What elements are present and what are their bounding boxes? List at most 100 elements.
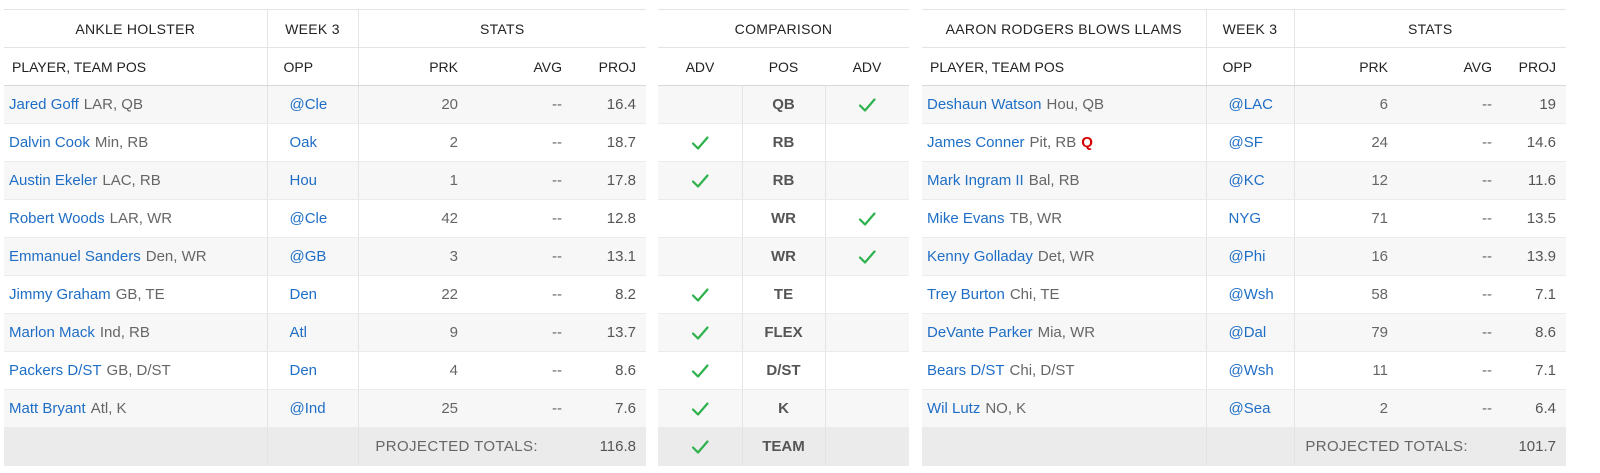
- comparison-row: TEAM: [658, 427, 909, 466]
- player-name-link[interactable]: Deshaun Watson: [927, 96, 1042, 113]
- col-avg-header[interactable]: AVG: [458, 47, 562, 86]
- col-proj-header[interactable]: PROJ: [562, 47, 646, 86]
- position-label: FLEX: [741, 313, 826, 352]
- player-cell: Packers D/ST GB, D/ST: [4, 351, 267, 390]
- left-advantage-cell: [658, 123, 742, 162]
- player-name-link[interactable]: Wil Lutz: [927, 400, 981, 417]
- comparison-row: K: [658, 389, 909, 428]
- player-avg: --: [458, 351, 562, 390]
- week-header: WEEK 3: [1205, 9, 1294, 48]
- totals-spacer: [266, 427, 358, 466]
- col-prk-header[interactable]: PRK: [357, 47, 458, 86]
- opponent-link[interactable]: Den: [266, 275, 358, 314]
- player-team-pos: Bal, RB: [1028, 172, 1080, 189]
- player-row: Jared Goff LAR, QB @Cle 20 -- 16.4: [4, 85, 646, 124]
- left-advantage-cell: [658, 161, 742, 200]
- week-header: WEEK 3: [266, 9, 358, 48]
- player-row: James Conner Pit, RB Q @SF 24 -- 14.6: [922, 123, 1566, 162]
- player-name-link[interactable]: Marlon Mack: [9, 324, 95, 341]
- comparison-header: COMPARISON: [658, 9, 909, 48]
- player-rank: 58: [1293, 275, 1388, 314]
- player-row: Deshaun Watson Hou, QB @LAC 6 -- 19: [922, 85, 1566, 124]
- player-name-link[interactable]: James Conner: [927, 134, 1025, 151]
- player-projection: 13.7: [562, 313, 646, 352]
- player-cell: Dalvin Cook Min, RB: [4, 123, 267, 162]
- player-avg: --: [458, 389, 562, 428]
- check-icon: [857, 209, 877, 229]
- right-advantage-cell: [825, 85, 909, 124]
- player-team-pos: Det, WR: [1037, 248, 1095, 265]
- opponent-link[interactable]: @Phi: [1205, 237, 1294, 276]
- player-avg: --: [1388, 237, 1492, 276]
- opponent-link[interactable]: @SF: [1205, 123, 1294, 162]
- player-name-link[interactable]: Jared Goff: [9, 96, 79, 113]
- opponent-link[interactable]: @GB: [266, 237, 358, 276]
- opponent-link[interactable]: NYG: [1205, 199, 1294, 238]
- col-opp-header[interactable]: OPP: [266, 47, 358, 86]
- player-name-link[interactable]: Austin Ekeler: [9, 172, 98, 189]
- player-projection: 8.2: [562, 275, 646, 314]
- player-projection: 7.1: [1492, 275, 1566, 314]
- col-prk-header[interactable]: PRK: [1293, 47, 1388, 86]
- player-projection: 13.9: [1492, 237, 1566, 276]
- player-team-pos: Mia, WR: [1037, 324, 1096, 341]
- col-opp-header[interactable]: OPP: [1205, 47, 1294, 86]
- player-avg: --: [458, 275, 562, 314]
- right-advantage-cell: [825, 351, 909, 390]
- player-name-link[interactable]: Mark Ingram II: [927, 172, 1024, 189]
- opponent-link[interactable]: @Wsh: [1205, 275, 1294, 314]
- check-icon: [690, 133, 710, 153]
- projected-totals-label: PROJECTED TOTALS:: [1293, 427, 1492, 466]
- player-name-link[interactable]: Emmanuel Sanders: [9, 248, 141, 265]
- player-name-link[interactable]: DeVante Parker: [927, 324, 1033, 341]
- opponent-link[interactable]: Den: [266, 351, 358, 390]
- player-name-link[interactable]: Kenny Golladay: [927, 248, 1033, 265]
- opponent-link[interactable]: @Cle: [266, 85, 358, 124]
- player-name-link[interactable]: Robert Woods: [9, 210, 105, 227]
- col-player-header[interactable]: PLAYER, TEAM POS: [922, 47, 1206, 86]
- col-player-header[interactable]: PLAYER, TEAM POS: [4, 47, 267, 86]
- player-projection: 17.8: [562, 161, 646, 200]
- player-name-link[interactable]: Matt Bryant: [9, 400, 86, 417]
- opponent-link[interactable]: @Wsh: [1205, 351, 1294, 390]
- left-advantage-cell: [658, 275, 742, 314]
- opponent-link[interactable]: @Cle: [266, 199, 358, 238]
- check-icon: [690, 437, 710, 457]
- opponent-link[interactable]: Hou: [266, 161, 358, 200]
- left-team-table: ANKLE HOLSTER WEEK 3 STATS PLAYER, TEAM …: [4, 9, 646, 466]
- player-cell: Mike Evans TB, WR: [922, 199, 1206, 238]
- opponent-link[interactable]: Atl: [266, 313, 358, 352]
- player-avg: --: [1388, 351, 1492, 390]
- col-avg-header[interactable]: AVG: [1388, 47, 1492, 86]
- player-avg: --: [458, 123, 562, 162]
- player-avg: --: [1388, 313, 1492, 352]
- player-avg: --: [458, 85, 562, 124]
- team-name-header: ANKLE HOLSTER: [4, 9, 267, 48]
- player-avg: --: [458, 161, 562, 200]
- player-name-link[interactable]: Bears D/ST: [927, 362, 1005, 379]
- player-projection: 16.4: [562, 85, 646, 124]
- totals-spacer: [1205, 427, 1294, 466]
- player-row: Matt Bryant Atl, K @Ind 25 -- 7.6: [4, 389, 646, 428]
- player-name-link[interactable]: Trey Burton: [927, 286, 1005, 303]
- player-name-link[interactable]: Dalvin Cook: [9, 134, 90, 151]
- opponent-link[interactable]: @Ind: [266, 389, 358, 428]
- player-projection: 7.1: [1492, 351, 1566, 390]
- opponent-link[interactable]: @Dal: [1205, 313, 1294, 352]
- projected-totals-value: 116.8: [562, 427, 646, 466]
- comparison-row: RB: [658, 123, 909, 162]
- player-avg: --: [1388, 123, 1492, 162]
- opponent-link[interactable]: @LAC: [1205, 85, 1294, 124]
- opponent-link[interactable]: @KC: [1205, 161, 1294, 200]
- player-team-pos: Chi, D/ST: [1009, 362, 1075, 379]
- player-row: Mike Evans TB, WR NYG 71 -- 13.5: [922, 199, 1566, 238]
- col-proj-header[interactable]: PROJ: [1492, 47, 1566, 86]
- check-icon: [857, 95, 877, 115]
- opponent-link[interactable]: @Sea: [1205, 389, 1294, 428]
- player-cell: Jared Goff LAR, QB: [4, 85, 267, 124]
- player-name-link[interactable]: Packers D/ST: [9, 362, 102, 379]
- opponent-link[interactable]: Oak: [266, 123, 358, 162]
- player-name-link[interactable]: Mike Evans: [927, 210, 1005, 227]
- player-name-link[interactable]: Jimmy Graham: [9, 286, 111, 303]
- right-advantage-cell: [825, 161, 909, 200]
